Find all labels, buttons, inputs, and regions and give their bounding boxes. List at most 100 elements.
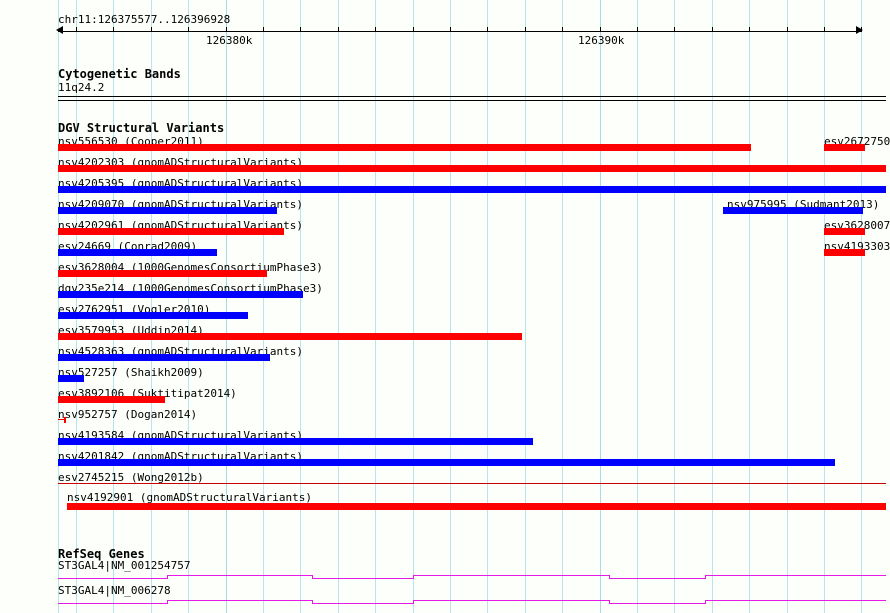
variant-bar-loss[interactable]	[58, 419, 66, 420]
variant-label[interactable]: esv2762951 (Vogler2010)	[58, 303, 211, 316]
cytoband-label[interactable]: 11q24.2	[58, 81, 105, 94]
gene-segment[interactable]	[312, 603, 413, 604]
locus-label: chr11:126375577..126396928	[58, 13, 231, 26]
variant-bar-gain[interactable]	[723, 207, 863, 214]
variant-label[interactable]: esv2672750	[824, 135, 890, 148]
gene-label[interactable]: ST3GAL4|NM_001254757	[58, 559, 191, 572]
variant-label[interactable]: nsv975995 (Sudmant2013)	[727, 198, 880, 211]
gridline	[300, 0, 301, 613]
variant-bar-loss[interactable]	[58, 144, 751, 151]
ruler-tick	[562, 27, 563, 32]
variant-bar-gain[interactable]	[58, 438, 533, 445]
gridline	[637, 0, 638, 613]
variant-bar-loss[interactable]	[58, 228, 284, 235]
variant-label[interactable]: nsv4202961 (gnomADStructuralVariants)	[58, 219, 304, 232]
variant-bar-gain[interactable]	[58, 354, 270, 361]
gridline	[113, 0, 114, 613]
variant-bar-loss[interactable]	[58, 165, 886, 172]
variant-label[interactable]: esv24669 (Conrad2009)	[58, 240, 198, 253]
ruler-tick	[824, 27, 825, 32]
ruler-tick	[263, 27, 264, 32]
ruler-tick	[300, 27, 301, 32]
variant-bar-loss[interactable]	[58, 333, 522, 340]
gridline	[226, 0, 227, 613]
gridline	[413, 0, 414, 613]
variant-label[interactable]: nsv4205395 (gnomADStructuralVariants)	[58, 177, 304, 190]
gene-segment[interactable]	[167, 575, 312, 576]
gridline	[188, 0, 189, 613]
variant-label[interactable]: nsv4193303	[824, 240, 890, 253]
variant-label[interactable]: nsv4202303 (gnomADStructuralVariants)	[58, 156, 304, 169]
gridline	[487, 0, 488, 613]
gene-riser	[167, 600, 168, 604]
ruler-tick	[450, 27, 451, 32]
variant-bar-loss[interactable]	[824, 249, 865, 256]
variant-bar-loss[interactable]	[58, 270, 267, 277]
ruler-tick	[600, 27, 601, 32]
gridline	[600, 0, 601, 613]
variant-bar-loss[interactable]	[58, 396, 165, 403]
gene-segment[interactable]	[167, 600, 312, 601]
gene-segment[interactable]	[413, 575, 609, 576]
gene-segment[interactable]	[705, 575, 886, 576]
variant-label[interactable]: esv2745215 (Wong2012b)	[58, 471, 204, 484]
ruler-tick	[151, 27, 152, 32]
variant-label[interactable]: nsv4528363 (gnomADStructuralVariants)	[58, 345, 304, 358]
variant-label[interactable]: nsv4192901 (gnomADStructuralVariants)	[67, 491, 313, 504]
ruler-tick	[76, 27, 77, 32]
track-title-dgv-structural-variants: DGV Structural Variants	[58, 121, 225, 135]
variant-label[interactable]: nsv4193584 (gnomADStructuralVariants)	[58, 429, 304, 442]
gene-segment[interactable]	[58, 578, 167, 579]
variant-bar-loss[interactable]	[824, 228, 865, 235]
variant-label[interactable]: esv3579953 (Uddin2014)	[58, 324, 204, 337]
variant-label[interactable]: nsv527257 (Shaikh2009)	[58, 366, 204, 379]
variant-bar-loss[interactable]	[824, 144, 865, 151]
ruler-tick	[787, 27, 788, 32]
gene-segment[interactable]	[705, 600, 886, 601]
gene-riser	[609, 600, 610, 604]
gridline	[824, 0, 825, 613]
variant-bar-gain[interactable]	[58, 291, 303, 298]
gene-segment[interactable]	[312, 578, 413, 579]
variant-label[interactable]: dgv235e214 (1000GenomesConsortiumPhase3)	[58, 282, 323, 295]
variant-bar-loss[interactable]	[58, 483, 886, 484]
gene-riser	[312, 575, 313, 579]
variant-label[interactable]: esv3628007	[824, 219, 890, 232]
variant-label[interactable]: nsv556530 (Cooper2011)	[58, 135, 204, 148]
ruler-tick	[375, 27, 376, 32]
ruler-axis	[58, 31, 862, 32]
variant-label[interactable]: esv3892106 (Suktitipat2014)	[58, 387, 237, 400]
gridline	[375, 0, 376, 613]
variant-bar-gain[interactable]	[58, 186, 886, 193]
gridline	[749, 0, 750, 613]
variant-label[interactable]: esv3628004 (1000GenomesConsortiumPhase3)	[58, 261, 323, 274]
section-divider	[58, 96, 886, 97]
gene-segment[interactable]	[58, 603, 167, 604]
variant-bar-gain[interactable]	[58, 207, 277, 214]
variant-bar-gain[interactable]	[58, 375, 84, 382]
variant-bar-loss[interactable]	[67, 503, 886, 510]
ruler-tick	[226, 27, 227, 32]
gene-riser	[167, 575, 168, 579]
variant-bar-loss-cap[interactable]	[64, 417, 66, 423]
track-title-cytogenetic-bands: Cytogenetic Bands	[58, 67, 181, 81]
track-title-refseq-genes: RefSeq Genes	[58, 547, 145, 561]
gene-segment[interactable]	[413, 600, 609, 601]
variant-label[interactable]: nsv952757 (Dogan2014)	[58, 408, 198, 421]
ruler-tick	[712, 27, 713, 32]
ruler-tick-label: 126380k	[206, 34, 253, 47]
variant-bar-gain[interactable]	[58, 312, 248, 319]
gene-segment[interactable]	[609, 603, 705, 604]
variant-label[interactable]: nsv4201842 (gnomADStructuralVariants)	[58, 450, 304, 463]
gene-segment[interactable]	[609, 578, 705, 579]
gridline	[674, 0, 675, 613]
variant-bar-gain[interactable]	[58, 459, 835, 466]
variant-bar-gain[interactable]	[58, 249, 217, 256]
gene-label[interactable]: ST3GAL4|NM_006278	[58, 584, 171, 597]
gene-riser	[609, 575, 610, 579]
ruler-tick	[861, 27, 862, 32]
ruler-tick	[413, 27, 414, 32]
gene-riser	[705, 600, 706, 604]
variant-label[interactable]: nsv4209070 (gnomADStructuralVariants)	[58, 198, 304, 211]
